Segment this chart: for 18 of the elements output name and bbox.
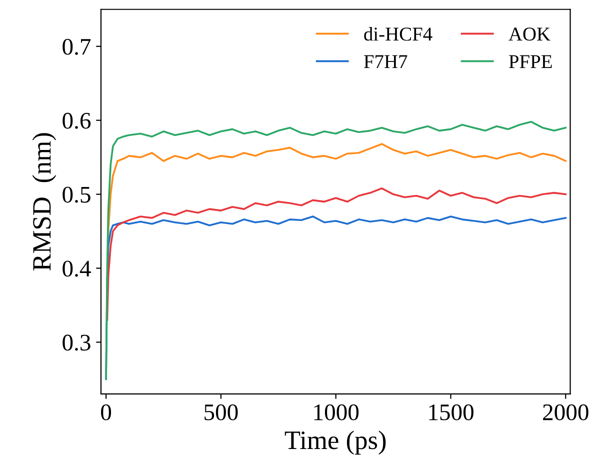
y-tick-label: 0.7 — [62, 38, 91, 55]
x-tick-label: 500 — [204, 404, 238, 420]
y-tick-label: 0.6 — [62, 112, 91, 129]
legend-label: F7H7 — [364, 55, 408, 68]
x-tick-label: 1000 — [314, 404, 359, 420]
legend-label: PFPE — [508, 55, 552, 68]
y-axis-title: RMSD (nm) — [32, 133, 56, 271]
x-tick-label: 1500 — [429, 404, 474, 420]
legend-label: AOK — [508, 28, 550, 41]
line-series — [105, 120, 567, 380]
y-tick-label: 0.5 — [62, 186, 90, 203]
line-series — [106, 187, 567, 321]
x-tick-label: 2000 — [543, 404, 588, 420]
y-tick-label: 0.4 — [62, 260, 91, 277]
legend-label: di-HCF4 — [364, 27, 432, 41]
x-tick-label: 0 — [101, 404, 112, 420]
x-axis-title: Time (ps) — [284, 430, 386, 455]
y-tick-label: 0.3 — [62, 334, 90, 351]
